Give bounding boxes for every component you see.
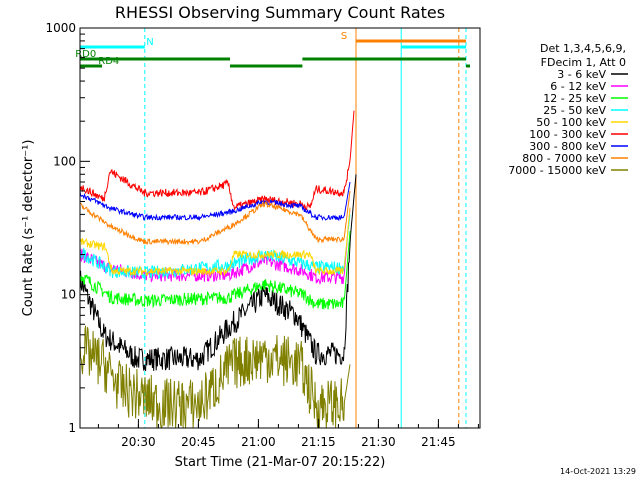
status-bar-label-3: RD0 bbox=[75, 49, 96, 60]
x-tick-label-1: 20:45 bbox=[181, 435, 216, 449]
plot-frame bbox=[79, 27, 481, 429]
status-bar-label-4: RD4 bbox=[98, 56, 119, 67]
x-tick-label-0: 20:30 bbox=[121, 435, 156, 449]
legend-label-4: 50 - 100 keV bbox=[536, 116, 606, 129]
series-line-5 bbox=[79, 110, 355, 211]
series-line-8 bbox=[79, 325, 351, 429]
series-line-0 bbox=[79, 174, 357, 371]
legend-label-3: 25 - 50 keV bbox=[543, 104, 606, 117]
y-tick-label-1: 10 bbox=[61, 288, 76, 302]
series-line-3 bbox=[79, 214, 351, 282]
x-axis-label: Start Time (21-Mar-07 20:15:22) bbox=[175, 455, 386, 470]
legend-label-5: 100 - 300 keV bbox=[529, 128, 606, 141]
legend-label-8: 7000 - 15000 keV bbox=[508, 164, 606, 177]
legend-label-1: 6 - 12 keV bbox=[550, 80, 606, 93]
legend-label-7: 800 - 7000 keV bbox=[522, 152, 606, 165]
legend-label-2: 12 - 25 keV bbox=[543, 92, 606, 105]
series-lines bbox=[79, 110, 357, 429]
y-axis-label: Count Rate (s⁻¹ detector⁻¹) bbox=[21, 140, 36, 317]
series-line-7 bbox=[79, 190, 351, 246]
x-axis-ticks: 20:30 20:45 21:00 21:15 21:30 21:45 bbox=[97, 419, 479, 449]
legend-label-6: 300 - 800 keV bbox=[529, 140, 606, 153]
y-axis-ticks: 1 10 100 1000 bbox=[45, 21, 90, 435]
chart-title: RHESSI Observing Summary Count Rates bbox=[115, 3, 445, 22]
footer-date: 14-Oct-2021 13:29 bbox=[560, 467, 636, 476]
series-line-2 bbox=[79, 231, 351, 310]
status-bar-label-0: N bbox=[146, 37, 153, 48]
legend-header-line-1: Det 1,3,4,5,6,9, bbox=[540, 42, 626, 55]
y-tick-label-3: 1000 bbox=[45, 21, 76, 35]
legend: Det 1,3,4,5,6,9, FDecim 1, Att 0 3 - 6 k… bbox=[508, 42, 628, 177]
series-line-4 bbox=[79, 207, 351, 278]
status-bar-label-2: S bbox=[341, 31, 347, 42]
legend-header-line-2: FDecim 1, Att 0 bbox=[541, 56, 626, 69]
x-tick-label-3: 21:15 bbox=[301, 435, 336, 449]
x-tick-label-4: 21:30 bbox=[361, 435, 396, 449]
x-tick-label-5: 21:45 bbox=[421, 435, 456, 449]
x-tick-label-2: 21:00 bbox=[241, 435, 276, 449]
series-line-6 bbox=[79, 181, 351, 222]
y-tick-label-2: 100 bbox=[53, 154, 76, 168]
y-tick-label-0: 1 bbox=[68, 421, 76, 435]
legend-label-0: 3 - 6 keV bbox=[557, 68, 606, 81]
